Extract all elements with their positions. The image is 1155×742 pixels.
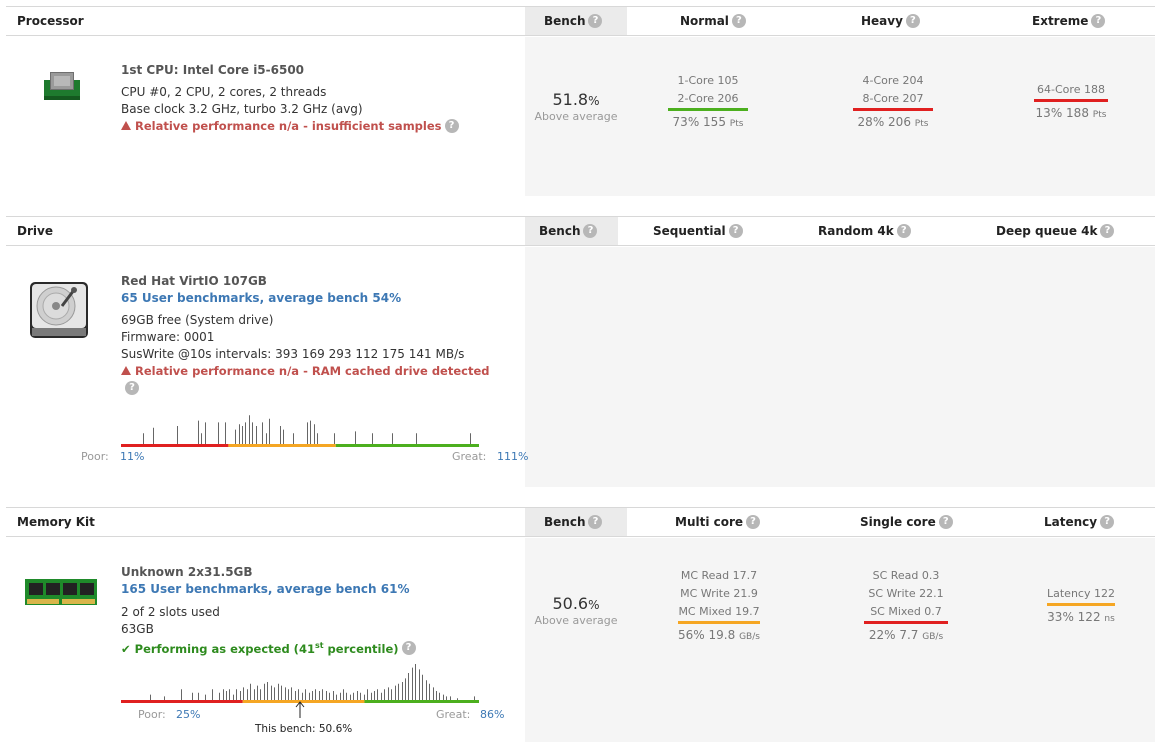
memory-poor-value: 25% xyxy=(176,708,201,721)
drive-great-label: Great: xyxy=(452,450,487,463)
cpu-warning: Relative performance n/a - insufficient … xyxy=(121,118,459,134)
cpu-heavy-bar xyxy=(853,108,933,111)
latency-column-header: Latency? xyxy=(1044,508,1115,536)
memory-latency-metric: Latency 122 33% 122 ns xyxy=(1047,587,1115,624)
memory-poor-label: Poor: xyxy=(138,708,166,721)
help-icon[interactable]: ? xyxy=(401,641,416,656)
this-bench-marker: This bench: 50.6% xyxy=(255,723,353,735)
help-icon[interactable]: ? xyxy=(905,13,920,28)
cpu-normal-metric: 1-Core 105 2-Core 206 73% 155 Pts xyxy=(658,72,758,133)
help-icon[interactable]: ? xyxy=(125,380,139,395)
drive-great-value: 111% xyxy=(497,450,529,463)
memory-title: Memory Kit xyxy=(17,515,95,529)
memory-size: 63GB xyxy=(121,622,154,636)
memory-multi-core-metric: MC Read 17.7 MC Write 21.9 MC Mixed 19.7… xyxy=(678,569,760,642)
bench-column-header: Bench? xyxy=(544,7,603,35)
memory-header: Memory Kit Bench? Multi core? Single cor… xyxy=(6,507,1155,537)
help-icon[interactable]: ? xyxy=(746,514,761,529)
processor-header: Processor Bench? Normal? Heavy? Extreme? xyxy=(6,6,1155,36)
drive-histogram-baseline-average xyxy=(228,444,336,447)
help-icon[interactable]: ? xyxy=(896,223,911,238)
drive-section: Drive Bench? Sequential? Random 4k? Deep… xyxy=(6,216,1155,488)
single-core-column-header: Single core? xyxy=(860,508,953,536)
help-icon[interactable]: ? xyxy=(728,223,743,238)
drive-suswrite: SusWrite @10s intervals: 393 169 293 112… xyxy=(121,347,465,361)
bench-column-header: Bench? xyxy=(544,508,603,536)
drive-poor-label: Poor: xyxy=(81,450,109,463)
drive-poor-value: 11% xyxy=(120,450,145,463)
help-icon[interactable]: ? xyxy=(731,13,746,28)
bench-column-header: Bench? xyxy=(539,217,598,245)
drive-histogram-baseline-great xyxy=(335,444,479,447)
processor-title: Processor xyxy=(17,14,84,28)
memory-latency-bar xyxy=(1047,603,1115,606)
help-icon[interactable]: ? xyxy=(1100,514,1115,529)
drive-header: Drive Bench? Sequential? Random 4k? Deep… xyxy=(6,216,1155,246)
hard-drive-icon xyxy=(30,282,88,338)
sequential-column-header: Sequential? xyxy=(653,217,743,245)
memory-section: Memory Kit Bench? Multi core? Single cor… xyxy=(6,507,1155,742)
drive-free-space: 69GB free (System drive) xyxy=(121,313,274,327)
random4k-column-header: Random 4k? xyxy=(818,217,911,245)
multi-core-column-header: Multi core? xyxy=(675,508,761,536)
drive-histogram-baseline-poor xyxy=(121,444,229,447)
memory-bench-score: 50.6% Above average xyxy=(534,594,618,627)
processor-section: Processor Bench? Normal? Heavy? Extreme?… xyxy=(6,6,1155,196)
memory-great-label: Great: xyxy=(436,708,471,721)
memory-histogram xyxy=(121,664,479,703)
cpu-heavy-metric: 4-Core 204 8-Core 207 28% 206 Pts xyxy=(843,72,943,133)
drive-warning: Relative performance n/a - RAM cached dr… xyxy=(121,363,490,379)
drive-name: Red Hat VirtIO 107GB xyxy=(121,274,267,288)
memory-name: Unknown 2x31.5GB xyxy=(121,565,253,579)
memory-great-value: 86% xyxy=(480,708,505,721)
help-icon[interactable]: ? xyxy=(938,514,953,529)
help-icon[interactable]: ? xyxy=(1100,223,1115,238)
drive-histogram xyxy=(121,415,479,447)
cpu-extreme-bar xyxy=(1034,99,1108,102)
cpu-detail-2: Base clock 3.2 GHz, turbo 3.2 GHz (avg) xyxy=(121,102,363,116)
normal-column-header: Normal? xyxy=(680,7,746,35)
heavy-column-header: Heavy? xyxy=(861,7,920,35)
help-icon[interactable]: ? xyxy=(1091,13,1106,28)
this-bench-arrow-icon xyxy=(295,701,305,718)
deep-queue-column-header: Deep queue 4k? xyxy=(996,217,1115,245)
cpu-normal-bar xyxy=(668,108,748,111)
cpu-chip-icon xyxy=(44,72,80,100)
memory-status: ✔ Performing as expected (41st percentil… xyxy=(121,638,416,657)
memory-histogram-baseline-average xyxy=(242,700,365,703)
memory-user-benchmarks-link[interactable]: 165 User benchmarks, average bench 61% xyxy=(121,582,410,596)
warning-icon xyxy=(121,121,131,130)
help-icon[interactable]: ? xyxy=(588,514,603,529)
extreme-column-header: Extreme? xyxy=(1032,7,1106,35)
ram-module-icon xyxy=(25,579,97,605)
cpu-extreme-metric: 64-Core 188 13% 188 Pts xyxy=(1034,83,1108,120)
check-icon: ✔ xyxy=(121,641,131,656)
memory-histogram-baseline-great xyxy=(364,700,479,703)
drive-title: Drive xyxy=(17,224,53,238)
help-icon[interactable]: ? xyxy=(444,118,459,133)
cpu-detail-1: CPU #0, 2 CPU, 2 cores, 2 threads xyxy=(121,85,327,99)
memory-single-bar xyxy=(864,621,948,624)
memory-slots: 2 of 2 slots used xyxy=(121,605,220,619)
memory-histogram-baseline-poor xyxy=(121,700,243,703)
cpu-name: 1st CPU: Intel Core i5-6500 xyxy=(121,63,305,77)
drive-warning-help: ? xyxy=(121,380,139,396)
warning-icon xyxy=(121,366,131,375)
drive-user-benchmarks-link[interactable]: 65 User benchmarks, average bench 54% xyxy=(121,291,402,305)
drive-firmware: Firmware: 0001 xyxy=(121,330,215,344)
cpu-bench-score: 51.8% Above average xyxy=(534,90,618,123)
memory-multi-bar xyxy=(678,621,760,624)
help-icon[interactable]: ? xyxy=(588,13,603,28)
help-icon[interactable]: ? xyxy=(583,223,598,238)
memory-single-core-metric: SC Read 0.3 SC Write 22.1 SC Mixed 0.7 2… xyxy=(856,567,956,646)
